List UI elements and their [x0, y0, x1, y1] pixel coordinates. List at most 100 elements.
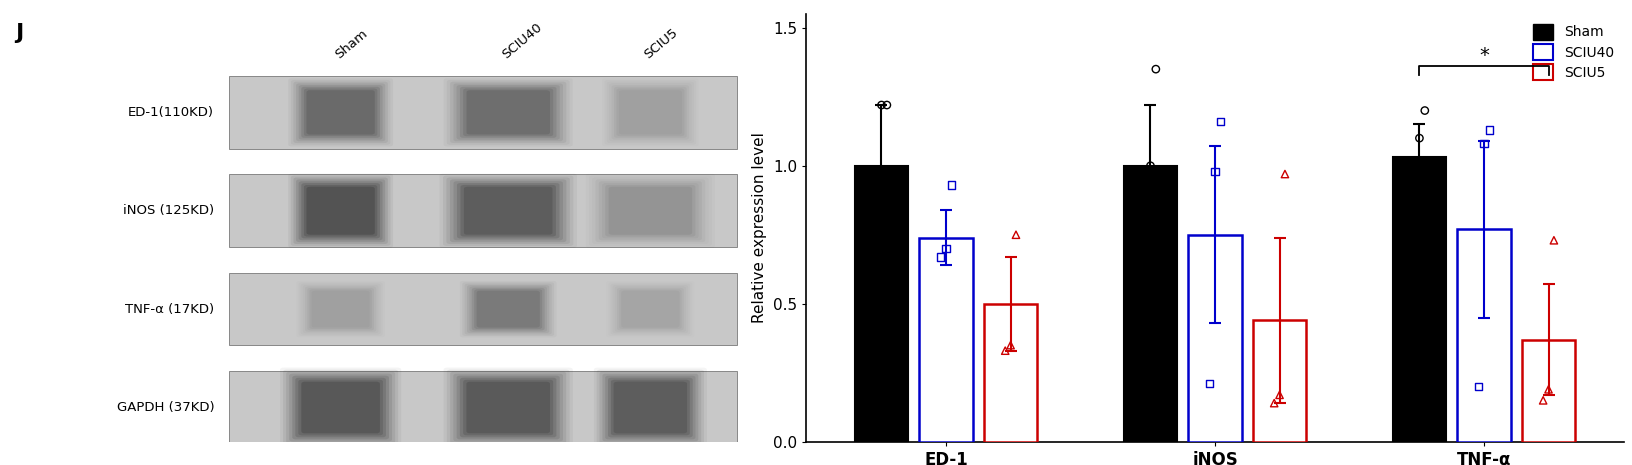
FancyBboxPatch shape [450, 372, 566, 444]
Bar [1123, 166, 1177, 442]
FancyBboxPatch shape [447, 178, 570, 244]
FancyBboxPatch shape [292, 376, 388, 439]
FancyBboxPatch shape [307, 90, 375, 134]
Text: Sham: Sham [333, 27, 369, 61]
FancyBboxPatch shape [299, 181, 382, 240]
FancyBboxPatch shape [302, 87, 380, 138]
Point [1271, 170, 1297, 178]
FancyBboxPatch shape [286, 372, 395, 444]
Point [934, 245, 960, 252]
FancyBboxPatch shape [599, 372, 702, 444]
Point [1400, 231, 1426, 239]
Bar [919, 238, 973, 442]
FancyBboxPatch shape [454, 374, 563, 441]
FancyBboxPatch shape [304, 88, 377, 136]
FancyBboxPatch shape [460, 185, 557, 237]
FancyBboxPatch shape [294, 178, 388, 244]
Point [1262, 399, 1288, 407]
FancyBboxPatch shape [228, 174, 736, 247]
Text: GAPDH (37KD): GAPDH (37KD) [116, 401, 214, 414]
Bar [855, 166, 909, 442]
FancyBboxPatch shape [228, 273, 736, 345]
FancyBboxPatch shape [307, 187, 375, 235]
FancyBboxPatch shape [299, 380, 384, 435]
Point [863, 284, 889, 291]
FancyBboxPatch shape [282, 370, 398, 445]
Point [1201, 167, 1227, 175]
Text: ED-1(110KD): ED-1(110KD) [129, 106, 214, 119]
Point [1196, 380, 1222, 387]
Point [1004, 231, 1030, 239]
Legend: Sham, SCIU40, SCIU5: Sham, SCIU40, SCIU5 [1531, 21, 1617, 83]
FancyBboxPatch shape [295, 179, 385, 242]
Point [1531, 397, 1557, 404]
Point [868, 101, 894, 109]
Text: SCIU40: SCIU40 [499, 20, 545, 61]
FancyBboxPatch shape [450, 82, 566, 143]
FancyBboxPatch shape [470, 286, 547, 332]
Bar [1253, 320, 1307, 442]
FancyBboxPatch shape [289, 374, 392, 441]
FancyBboxPatch shape [463, 187, 553, 235]
FancyBboxPatch shape [295, 378, 385, 438]
FancyBboxPatch shape [228, 76, 736, 149]
Y-axis label: Relative expression level: Relative expression level [752, 133, 767, 323]
FancyBboxPatch shape [472, 288, 545, 331]
FancyBboxPatch shape [290, 176, 390, 246]
FancyBboxPatch shape [228, 371, 736, 444]
FancyBboxPatch shape [447, 370, 570, 445]
Point [938, 181, 965, 189]
FancyBboxPatch shape [302, 382, 380, 433]
FancyBboxPatch shape [302, 183, 380, 239]
Text: SCIU5: SCIU5 [641, 26, 681, 61]
Bar [1392, 158, 1446, 442]
FancyBboxPatch shape [605, 376, 695, 439]
FancyBboxPatch shape [467, 90, 550, 134]
Point [992, 347, 1018, 354]
Point [1536, 385, 1562, 393]
Bar [1457, 229, 1511, 442]
Point [1138, 162, 1164, 169]
Bar [984, 304, 1038, 442]
FancyBboxPatch shape [460, 87, 557, 138]
FancyBboxPatch shape [294, 82, 388, 143]
FancyBboxPatch shape [295, 83, 385, 141]
Bar [1521, 339, 1575, 442]
FancyBboxPatch shape [457, 85, 560, 140]
Point [1470, 140, 1497, 147]
Point [1142, 66, 1169, 73]
FancyBboxPatch shape [457, 183, 560, 239]
FancyBboxPatch shape [450, 179, 566, 242]
FancyBboxPatch shape [457, 376, 560, 439]
FancyBboxPatch shape [602, 374, 698, 441]
Point [1477, 126, 1503, 133]
Point [1208, 118, 1234, 125]
FancyBboxPatch shape [609, 187, 692, 235]
FancyBboxPatch shape [597, 370, 703, 445]
FancyBboxPatch shape [454, 181, 563, 240]
Point [997, 341, 1023, 349]
FancyBboxPatch shape [442, 176, 573, 246]
Text: *: * [1479, 46, 1488, 65]
FancyBboxPatch shape [475, 289, 542, 329]
FancyBboxPatch shape [614, 382, 687, 433]
Point [1407, 134, 1433, 142]
Point [873, 101, 899, 109]
Text: iNOS (125KD): iNOS (125KD) [122, 204, 214, 217]
FancyBboxPatch shape [460, 378, 557, 438]
FancyBboxPatch shape [454, 83, 563, 141]
FancyBboxPatch shape [467, 285, 550, 333]
FancyBboxPatch shape [299, 85, 382, 140]
Point [1466, 383, 1492, 390]
Bar [1188, 235, 1242, 442]
FancyBboxPatch shape [463, 380, 553, 435]
FancyBboxPatch shape [467, 382, 550, 433]
Point [1412, 107, 1438, 114]
FancyBboxPatch shape [610, 380, 690, 435]
Point [1266, 391, 1293, 399]
FancyBboxPatch shape [304, 185, 377, 237]
Point [927, 253, 953, 260]
Text: TNF-α (17KD): TNF-α (17KD) [126, 303, 214, 316]
Point [1541, 237, 1567, 244]
FancyBboxPatch shape [463, 88, 553, 136]
